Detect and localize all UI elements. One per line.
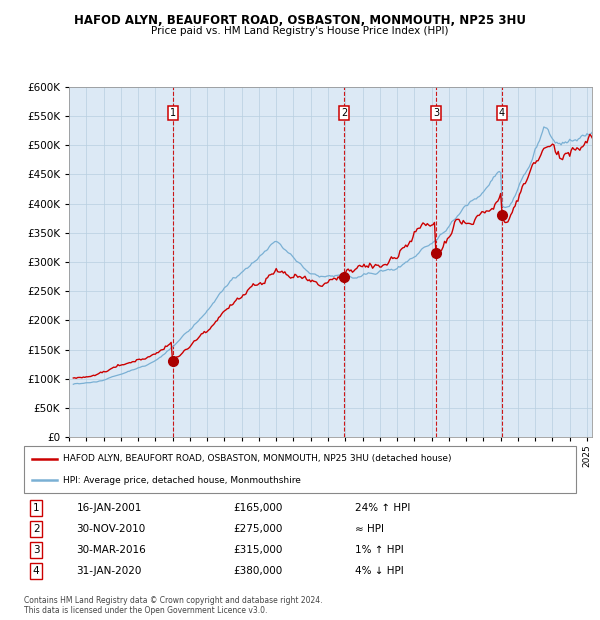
Text: Price paid vs. HM Land Registry's House Price Index (HPI): Price paid vs. HM Land Registry's House … <box>151 26 449 36</box>
Text: 1: 1 <box>33 503 40 513</box>
Text: 24% ↑ HPI: 24% ↑ HPI <box>355 503 410 513</box>
Text: HAFOD ALYN, BEAUFORT ROAD, OSBASTON, MONMOUTH, NP25 3HU: HAFOD ALYN, BEAUFORT ROAD, OSBASTON, MON… <box>74 14 526 27</box>
Text: HAFOD ALYN, BEAUFORT ROAD, OSBASTON, MONMOUTH, NP25 3HU (detached house): HAFOD ALYN, BEAUFORT ROAD, OSBASTON, MON… <box>62 454 451 464</box>
Text: 30-MAR-2016: 30-MAR-2016 <box>76 545 146 555</box>
Text: 1: 1 <box>170 108 176 118</box>
Text: £275,000: £275,000 <box>234 524 283 534</box>
Text: 4% ↓ HPI: 4% ↓ HPI <box>355 566 404 576</box>
Text: 3: 3 <box>433 108 439 118</box>
Text: 16-JAN-2001: 16-JAN-2001 <box>76 503 142 513</box>
Text: £165,000: £165,000 <box>234 503 283 513</box>
Text: 30-NOV-2010: 30-NOV-2010 <box>76 524 146 534</box>
Text: 31-JAN-2020: 31-JAN-2020 <box>76 566 142 576</box>
Text: ≈ HPI: ≈ HPI <box>355 524 384 534</box>
Text: 2: 2 <box>341 108 347 118</box>
FancyBboxPatch shape <box>24 446 576 493</box>
Text: 4: 4 <box>499 108 505 118</box>
Text: 2: 2 <box>33 524 40 534</box>
Text: 3: 3 <box>33 545 40 555</box>
Text: Contains HM Land Registry data © Crown copyright and database right 2024.
This d: Contains HM Land Registry data © Crown c… <box>24 596 323 615</box>
Text: 1% ↑ HPI: 1% ↑ HPI <box>355 545 404 555</box>
Text: HPI: Average price, detached house, Monmouthshire: HPI: Average price, detached house, Monm… <box>62 476 301 485</box>
Text: £315,000: £315,000 <box>234 545 283 555</box>
Text: 4: 4 <box>33 566 40 576</box>
Text: £380,000: £380,000 <box>234 566 283 576</box>
